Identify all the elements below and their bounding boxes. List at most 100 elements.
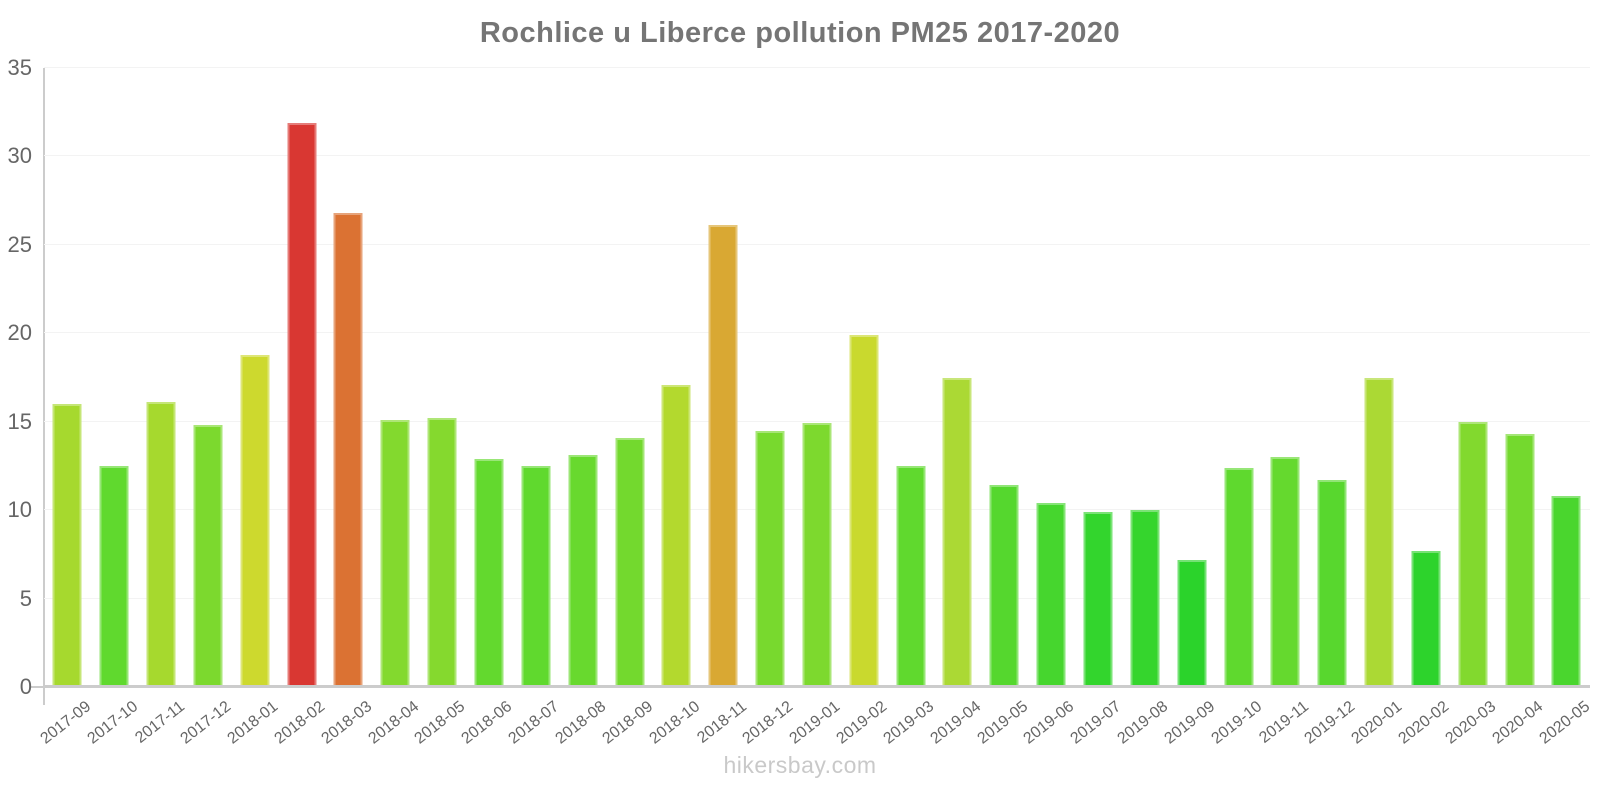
bar-slot-2018-12: 2018-12 — [740, 68, 797, 748]
gridline-25 — [44, 243, 1590, 245]
x-axis-label-2019-07: 2019-07 — [1067, 698, 1125, 748]
bar-slot-2020-04: 2020-04 — [1489, 68, 1546, 748]
bar-slot-2017-11: 2017-11 — [132, 68, 188, 747]
bar-2018-03 — [333, 213, 363, 687]
x-axis-label-2019-04: 2019-04 — [927, 698, 984, 748]
bar-slot-2018-10: 2018-10 — [646, 68, 703, 748]
x-axis-label-2019-06: 2019-06 — [1020, 698, 1078, 748]
bar-2017-12 — [193, 425, 223, 687]
bar-2019-02 — [849, 335, 879, 687]
bar-2018-01 — [240, 354, 270, 687]
bar-2019-05 — [989, 485, 1019, 687]
bar-slot-2019-02: 2019-02 — [833, 68, 890, 748]
gridline-30 — [44, 155, 1590, 157]
x-axis-label-2020-04: 2020-04 — [1489, 698, 1547, 748]
x-axis-label-2019-01: 2019-01 — [786, 698, 844, 748]
bar-slot-2019-11: 2019-11 — [1256, 68, 1312, 747]
bar-slot-2018-09: 2018-09 — [599, 68, 656, 748]
bar-slot-2020-05: 2020-05 — [1536, 68, 1593, 748]
y-axis-label-10: 10 — [7, 497, 32, 523]
bar-2018-06 — [474, 458, 504, 687]
bar-slot-2017-09: 2017-09 — [37, 68, 94, 748]
bar-slot-2019-10: 2019-10 — [1208, 68, 1265, 748]
x-axis-label-2018-05: 2018-05 — [411, 698, 469, 748]
x-axis-label-2018-12: 2018-12 — [739, 698, 797, 748]
y-axis-label-5: 5 — [19, 585, 32, 611]
bar-slot-2019-08: 2019-08 — [1115, 68, 1171, 748]
x-axis-label-2018-02: 2018-02 — [271, 698, 329, 748]
bar-2018-05 — [427, 418, 457, 687]
bar-slot-2018-07: 2018-07 — [506, 68, 562, 748]
x-axis-label-2019-08: 2019-08 — [1114, 698, 1172, 748]
y-axis-label-15: 15 — [7, 408, 32, 434]
x-axis-label-2019-09: 2019-09 — [1161, 698, 1219, 748]
bar-2020-03 — [1458, 421, 1488, 687]
gridline-15 — [44, 420, 1590, 422]
bar-2019-01 — [802, 423, 832, 687]
x-axis-label-2020-01: 2020-01 — [1348, 698, 1406, 748]
plot-area: 2017-09 2017-10 2017-11 2017-12 2018-01 2018-… — [37, 67, 1593, 748]
bar-slot-2020-01: 2020-01 — [1349, 68, 1406, 748]
bar-2019-03 — [896, 465, 926, 687]
bar-slot-2018-08: 2018-08 — [552, 68, 609, 748]
bar-2020-05 — [1551, 496, 1581, 687]
y-axis-zero-tick — [30, 686, 44, 688]
gridline-35 — [44, 67, 1590, 68]
bar-2018-04 — [380, 419, 410, 687]
x-axis-label-2018-04: 2018-04 — [365, 698, 422, 748]
bar-slot-2018-02: 2018-02 — [271, 68, 328, 748]
bar-slot-2018-05: 2018-05 — [412, 68, 469, 748]
bar-2019-07 — [1083, 511, 1113, 687]
y-axis-label-25: 25 — [7, 231, 32, 257]
bar-2018-09 — [615, 437, 645, 687]
bar-2018-11 — [708, 225, 738, 687]
bar-2018-07 — [521, 465, 551, 687]
bar-slot-2018-01: 2018-01 — [225, 68, 281, 748]
bar-2019-04 — [942, 377, 972, 687]
bar-2019-11 — [1270, 457, 1300, 687]
bar-slot-2019-04: 2019-04 — [927, 68, 984, 748]
y-axis-tick-labels: 0 5 10 15 20 25 30 35 — [0, 57, 36, 698]
x-axis-label-2020-05: 2020-05 — [1536, 698, 1593, 748]
x-axis-label-2020-03: 2020-03 — [1442, 698, 1500, 748]
x-axis-label-2019-02: 2019-02 — [833, 698, 891, 748]
x-axis-label-2017-11: 2017-11 — [131, 698, 188, 747]
x-axis-label-2017-10: 2017-10 — [83, 698, 141, 748]
bar-slot-2020-03: 2020-03 — [1442, 68, 1499, 748]
x-axis-label-2017-09: 2017-09 — [37, 698, 94, 748]
bar-slot-2017-10: 2017-10 — [84, 68, 141, 748]
bar-2020-01 — [1364, 377, 1394, 687]
bar-2017-09 — [52, 404, 82, 687]
bar-2018-08 — [568, 455, 598, 687]
x-axis-label-2019-12: 2019-12 — [1301, 698, 1359, 748]
bar-slot-2018-03: 2018-03 — [318, 68, 375, 748]
x-axis-label-2019-11: 2019-11 — [1256, 698, 1312, 747]
gridline-20 — [44, 332, 1590, 334]
x-axis-label-2018-06: 2018-06 — [458, 698, 516, 748]
bar-2018-02 — [287, 122, 317, 687]
bar-2017-10 — [99, 465, 129, 687]
x-axis-label-2018-08: 2018-08 — [552, 698, 610, 748]
watermark: hikersbay.com — [723, 752, 877, 778]
bar-2017-11 — [146, 402, 176, 687]
bar-slot-2019-09: 2019-09 — [1161, 68, 1218, 748]
chart-title: Rochlice u Liberce pollution PM25 2017-2… — [479, 17, 1121, 49]
bar-2020-02 — [1411, 550, 1441, 687]
bar-slot-2019-05: 2019-05 — [974, 68, 1031, 748]
bar-2019-10 — [1224, 467, 1254, 687]
bar-2018-10 — [661, 384, 691, 687]
x-axis-label-2018-10: 2018-10 — [646, 698, 703, 748]
bar-2018-12 — [755, 430, 785, 687]
bars-container: 2017-09 2017-10 2017-11 2017-12 2018-01 2018-… — [37, 68, 1593, 748]
bar-slot-2018-06: 2018-06 — [459, 68, 515, 748]
bar-slot-2020-02: 2020-02 — [1396, 68, 1452, 748]
bar-slot-2019-01: 2019-01 — [787, 68, 843, 748]
x-axis-label-2020-02: 2020-02 — [1395, 698, 1453, 748]
bar-slot-2018-11: 2018-11 — [694, 68, 750, 747]
y-axis-label-30: 30 — [7, 143, 32, 169]
x-axis-label-2018-09: 2018-09 — [599, 698, 657, 748]
bar-2019-06 — [1036, 503, 1066, 687]
bar-2019-09 — [1177, 559, 1207, 687]
bar-2019-08 — [1130, 510, 1160, 687]
